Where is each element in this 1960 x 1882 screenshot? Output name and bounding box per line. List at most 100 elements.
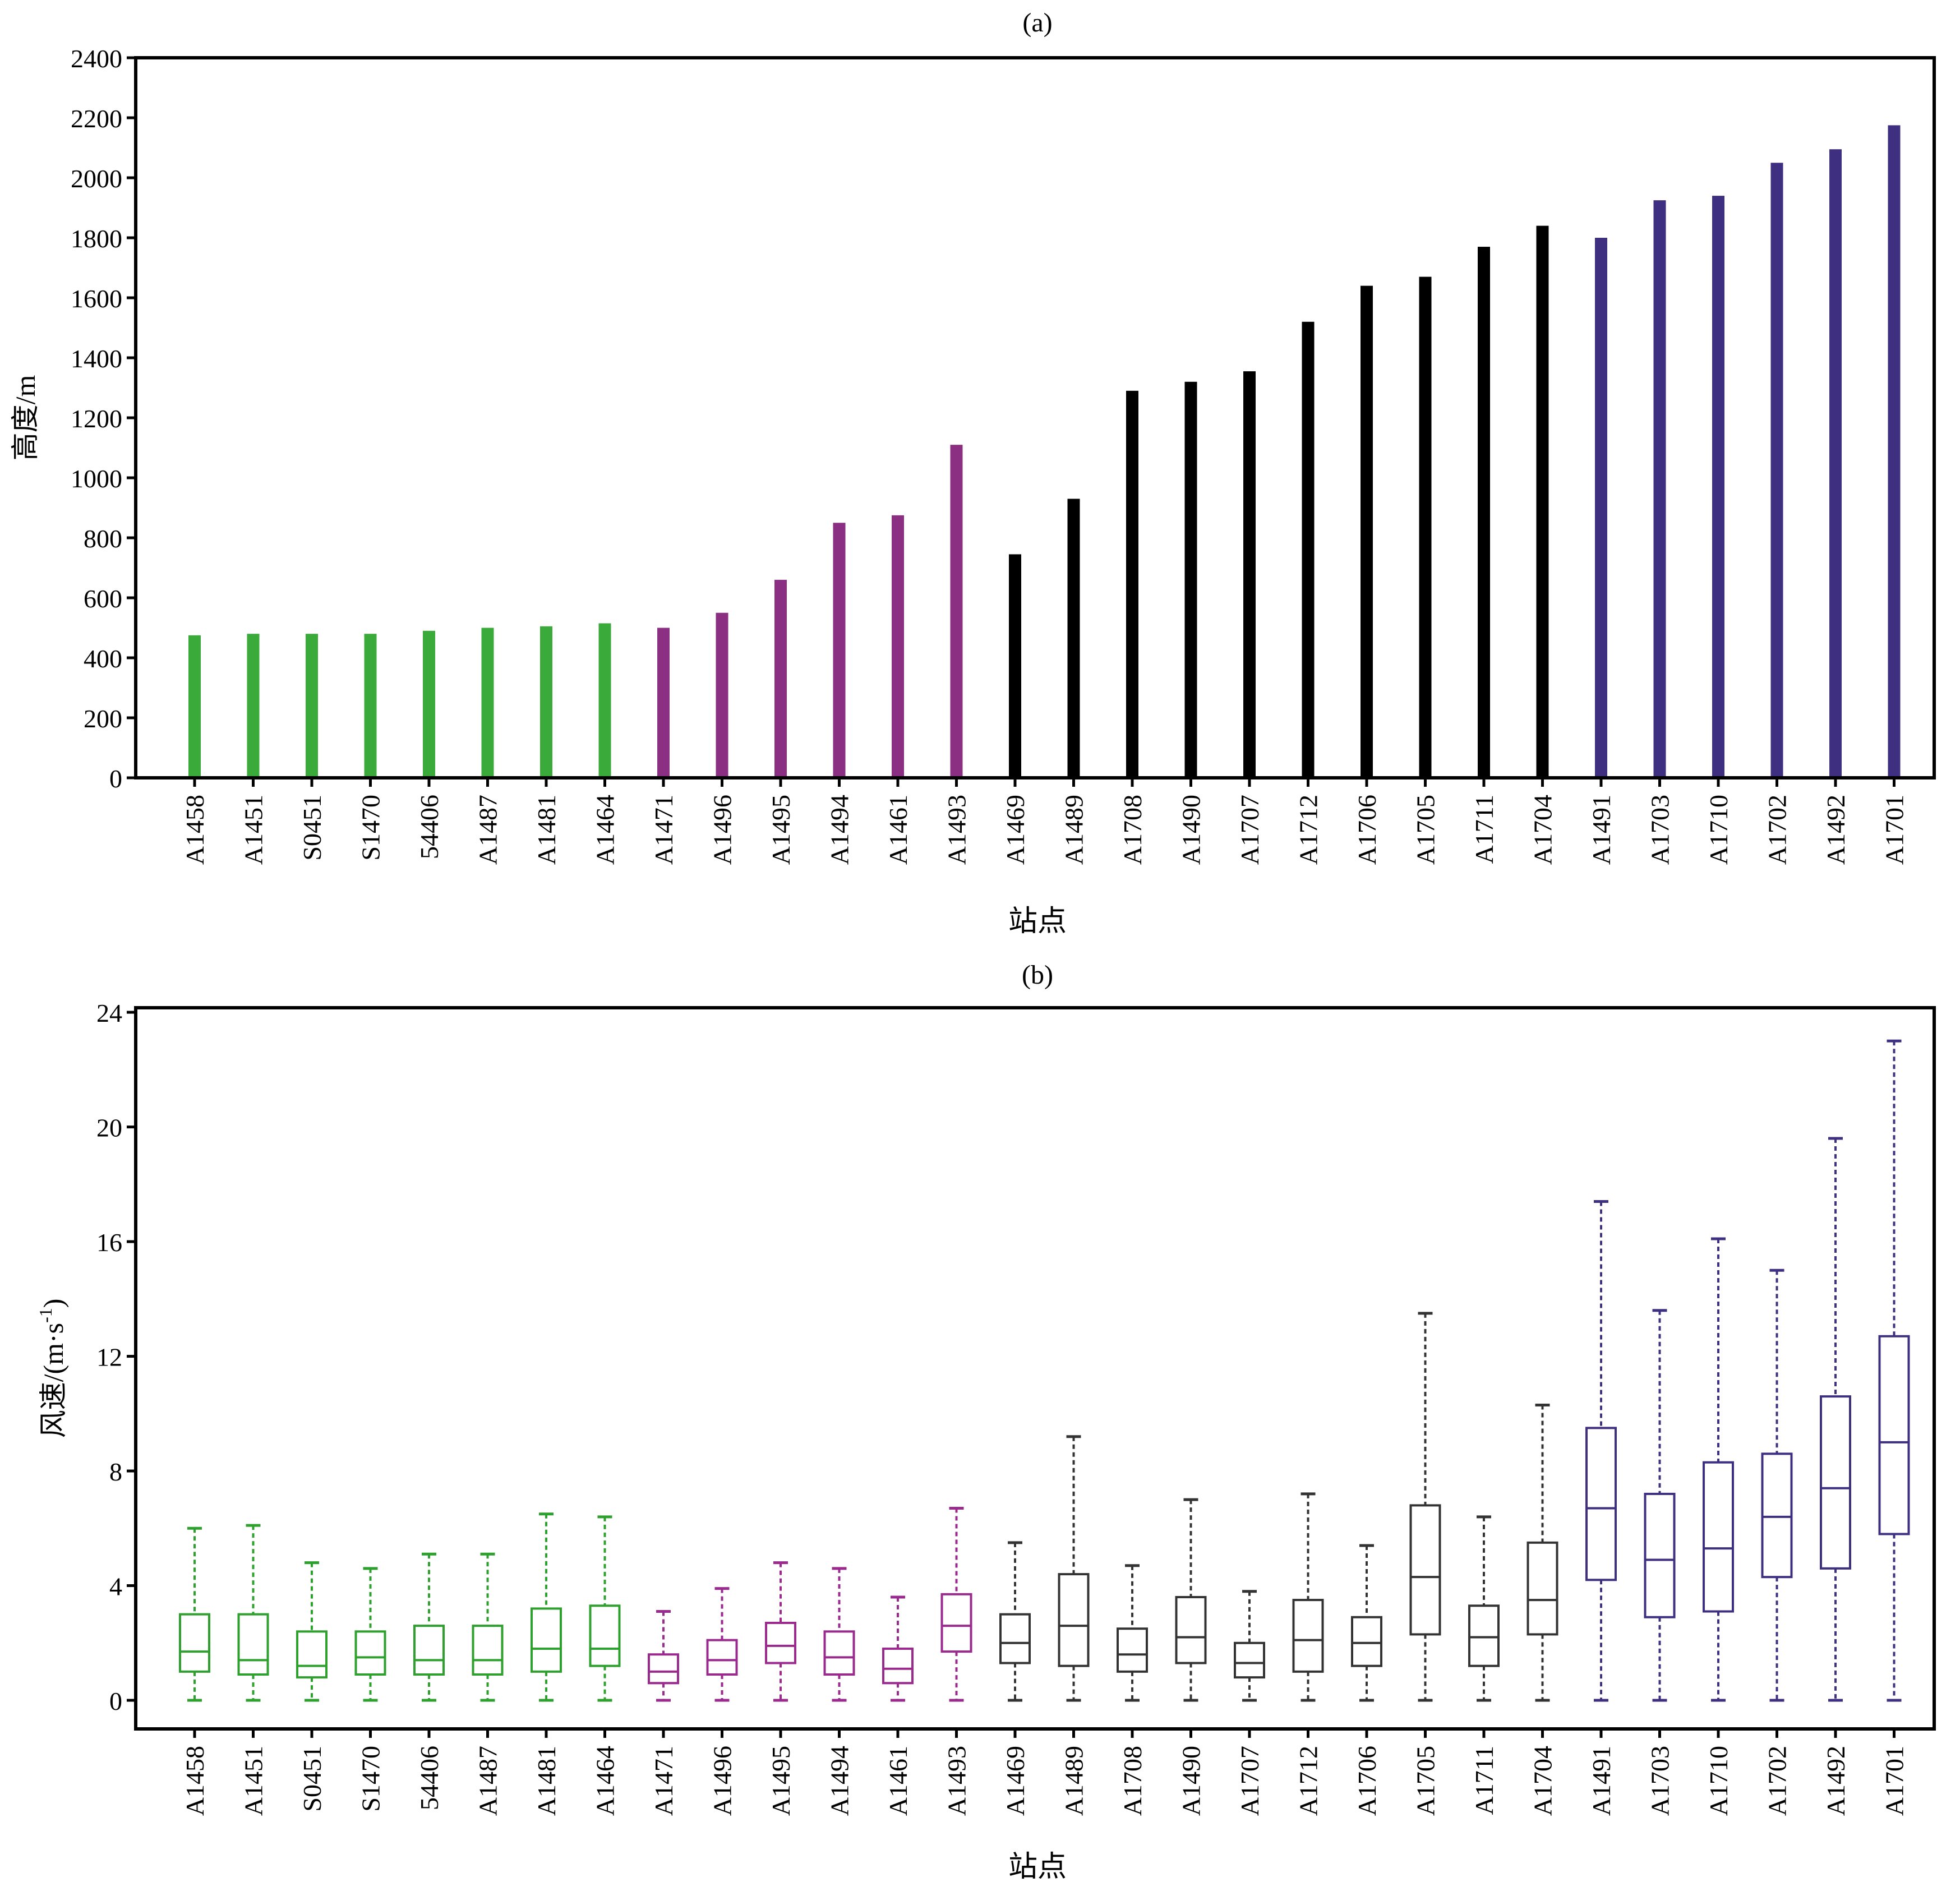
- box-A1711: [1468, 1515, 1500, 1702]
- iqr-box: [1292, 1599, 1324, 1673]
- panel-b-x-axis-label: 站点: [1008, 1851, 1067, 1882]
- x-tick-label-A1458: A1458: [181, 1746, 209, 1816]
- x-tick-label-A1495: A1495: [767, 1746, 795, 1816]
- box-A1469: [999, 1541, 1031, 1702]
- panel-b-wind-speed-box-chart: (b) 0 4 8 12 16 20 24 A1458 A1451 S0451 S1470 5440…: [35, 960, 1936, 1882]
- box-A1707: [1234, 1590, 1265, 1702]
- iqr-box: [1703, 1461, 1734, 1613]
- panel-b-y-axis-label-close: ): [38, 1299, 69, 1308]
- x-tick-label-A1703: A1703: [1646, 795, 1675, 865]
- x-tick-label-A1451: A1451: [239, 1746, 268, 1816]
- x-tick-label-A1458: A1458: [181, 795, 209, 865]
- box-A1464: [589, 1515, 621, 1702]
- panel-a-x-axis-label: 站点: [1008, 906, 1067, 938]
- y-tick-label: 0: [109, 1687, 122, 1715]
- x-tick-label-A1461: A1461: [884, 795, 912, 865]
- iqr-box: [999, 1613, 1031, 1664]
- panel-a-y-ticks: 0 200 400 600 800 1000 1200 1400 1600 1800 2000 220…: [71, 44, 136, 793]
- x-tick-label-A1490: A1490: [1177, 1746, 1206, 1816]
- x-tick-label-A1708: A1708: [1118, 1746, 1147, 1816]
- x-tick-label-A1489: A1489: [1060, 1746, 1089, 1816]
- y-tick-label: 200: [84, 704, 122, 733]
- box-A1701: [1878, 1039, 1910, 1702]
- panel-b-y-ticks: 0 4 8 12 16 20 24: [96, 999, 136, 1715]
- box-A1708: [1117, 1564, 1148, 1702]
- x-tick-label-A1701: A1701: [1880, 1746, 1909, 1816]
- panel-b-y-axis-label-main: 风速/(m·s: [38, 1323, 69, 1438]
- iqr-box: [354, 1630, 386, 1676]
- x-tick-label-A1471: A1471: [649, 1746, 678, 1816]
- iqr-box: [472, 1625, 504, 1676]
- x-tick-label-A1701: A1701: [1880, 795, 1909, 865]
- box-A1495: [765, 1561, 796, 1702]
- bar-A1481: [540, 626, 552, 778]
- x-tick-label-54406: 54406: [415, 795, 444, 859]
- y-tick-label: 1000: [71, 464, 122, 493]
- x-tick-label-A1703: A1703: [1646, 1746, 1675, 1816]
- box-A1496: [706, 1587, 738, 1702]
- x-tick-label-S0451: S0451: [298, 795, 326, 861]
- x-tick-label-A1706: A1706: [1353, 1746, 1381, 1816]
- bar-A1706: [1361, 285, 1373, 778]
- x-tick-label-A1711: A1711: [1470, 1746, 1498, 1815]
- bar-A1493: [950, 445, 963, 778]
- box-A1492: [1820, 1137, 1851, 1702]
- x-tick-label-A1707: A1707: [1235, 1746, 1264, 1816]
- iqr-box: [589, 1604, 621, 1667]
- x-tick-label-A1707: A1707: [1235, 795, 1264, 865]
- box-A1703: [1644, 1309, 1676, 1702]
- bar-A1471: [657, 628, 670, 778]
- box-A1471: [648, 1610, 679, 1702]
- x-tick-label-A1494: A1494: [825, 1746, 854, 1816]
- panel-a-height-bar-chart: (a) 0 200 400 600 800 1000 1200 1400 1600 1800 200…: [10, 8, 1936, 938]
- x-tick-label-A1491: A1491: [1587, 1746, 1616, 1816]
- bar-A1492: [1829, 149, 1842, 778]
- box-S1470: [354, 1567, 386, 1702]
- y-tick-label: 1200: [71, 404, 122, 433]
- x-tick-label-54406: 54406: [415, 1746, 444, 1810]
- x-tick-label-A1496: A1496: [708, 1746, 737, 1816]
- x-tick-label-A1493: A1493: [943, 795, 971, 865]
- x-tick-label-A1464: A1464: [591, 1746, 620, 1816]
- box-A1461: [882, 1595, 914, 1702]
- x-tick-label-A1704: A1704: [1529, 1746, 1557, 1816]
- bar-A1704: [1536, 225, 1549, 778]
- bar-A1487: [481, 628, 494, 778]
- bar-A1464: [598, 623, 611, 778]
- box-A1489: [1058, 1435, 1090, 1702]
- bar-S1470: [364, 634, 377, 778]
- x-tick-label-S1470: S1470: [357, 1746, 385, 1812]
- x-tick-label-A1489: A1489: [1060, 795, 1089, 865]
- iqr-box: [706, 1639, 738, 1676]
- x-tick-label-A1710: A1710: [1704, 1746, 1733, 1816]
- panel-b-y-axis-label: 风速/(m·s-1): [35, 1299, 69, 1438]
- x-tick-label-A1469: A1469: [1001, 795, 1030, 865]
- y-tick-label: 400: [84, 644, 122, 673]
- x-tick-label-A1471: A1471: [649, 795, 678, 865]
- x-tick-label-A1491: A1491: [1587, 795, 1616, 865]
- bar-A1491: [1595, 238, 1607, 778]
- box-A1704: [1527, 1403, 1558, 1702]
- panel-a-x-ticks: A1458 A1451 S0451 S1470 54406 A1487 A1481 A1464…: [181, 778, 1909, 865]
- iqr-box: [179, 1613, 210, 1673]
- x-tick-label-A1487: A1487: [474, 795, 502, 865]
- x-tick-label-A1702: A1702: [1763, 1746, 1792, 1816]
- iqr-box: [237, 1613, 269, 1676]
- x-tick-label-S1470: S1470: [357, 795, 385, 861]
- x-tick-label-A1496: A1496: [708, 795, 737, 865]
- y-tick-label: 1800: [71, 224, 122, 253]
- x-tick-label-A1705: A1705: [1412, 1746, 1440, 1816]
- x-tick-label-A1490: A1490: [1177, 795, 1206, 865]
- bar-A1705: [1419, 276, 1432, 778]
- box-A1494: [823, 1567, 855, 1702]
- iqr-box: [765, 1621, 796, 1664]
- x-tick-label-A1708: A1708: [1118, 795, 1147, 865]
- iqr-box: [1234, 1641, 1265, 1679]
- x-tick-label-A1481: A1481: [532, 1746, 561, 1816]
- y-tick-label: 12: [96, 1343, 122, 1372]
- panel-a-bars: [188, 125, 1901, 778]
- iqr-box: [882, 1647, 914, 1685]
- iqr-box: [531, 1607, 562, 1673]
- iqr-box: [1058, 1573, 1090, 1667]
